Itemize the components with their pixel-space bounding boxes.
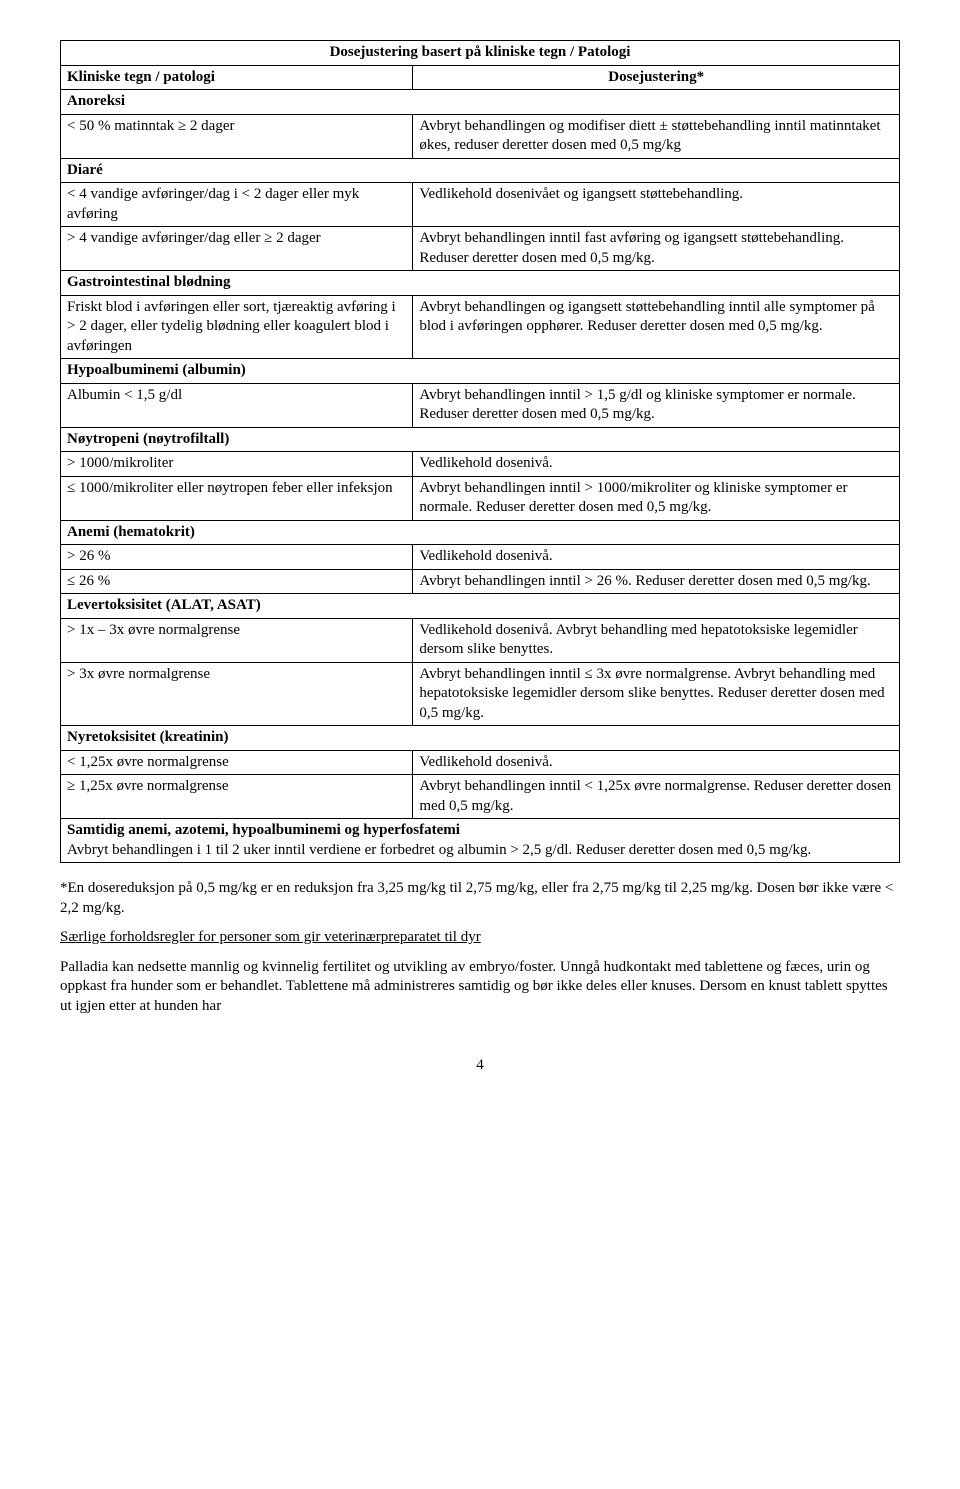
table-row: > 4 vandige avføringer/dag eller ≥ 2 dag… bbox=[61, 227, 413, 271]
table-row: < 4 vandige avføringer/dag i < 2 dager e… bbox=[61, 183, 413, 227]
section-samtidig: Samtidig anemi, azotemi, hypoalbuminemi … bbox=[61, 819, 900, 863]
table-row: Vedlikehold dosenivå. Avbryt behandling … bbox=[413, 618, 900, 662]
section-head: Nyretoksisitet (kreatinin) bbox=[67, 729, 229, 745]
precautions-title: Særlige forholdsregler for personer som … bbox=[60, 928, 900, 948]
table-row: Avbryt behandlingen inntil < 1,25x øvre … bbox=[413, 775, 900, 819]
col-header-left: Kliniske tegn / patologi bbox=[61, 65, 413, 90]
table-row: Vedlikehold dosenivå. bbox=[413, 750, 900, 775]
section-head: Levertoksisitet (ALAT, ASAT) bbox=[67, 597, 261, 613]
table-row: Vedlikehold dosenivået og igangsett støt… bbox=[413, 183, 900, 227]
table-row: Avbryt behandlingen inntil ≤ 3x øvre nor… bbox=[413, 662, 900, 726]
table-row: > 26 % bbox=[61, 545, 413, 570]
table-row: ≤ 1000/mikroliter eller nøytropen feber … bbox=[61, 476, 413, 520]
table-row: Avbryt behandlingen inntil > 1000/mikrol… bbox=[413, 476, 900, 520]
table-row: Vedlikehold dosenivå. bbox=[413, 452, 900, 477]
precautions-body: Palladia kan nedsette mannlig og kvinnel… bbox=[60, 958, 900, 1017]
dose-adjustment-table: Dosejustering basert på kliniske tegn / … bbox=[60, 40, 900, 863]
section-head: Diaré bbox=[67, 162, 103, 178]
section-noytropeni: Nøytropeni (nøytrofiltall) bbox=[61, 427, 900, 452]
section-diare: Diaré bbox=[61, 158, 900, 183]
table-row: > 1000/mikroliter bbox=[61, 452, 413, 477]
footnote-text: *En dosereduksjon på 0,5 mg/kg er en red… bbox=[60, 879, 900, 918]
section-gi: Gastrointestinal blødning bbox=[61, 271, 900, 296]
table-row: Albumin < 1,5 g/dl bbox=[61, 383, 413, 427]
section-head: Nøytropeni (nøytrofiltall) bbox=[67, 431, 229, 447]
section-head: Hypoalbuminemi (albumin) bbox=[67, 362, 246, 378]
section-head: Samtidig anemi, azotemi, hypoalbuminemi … bbox=[67, 822, 460, 838]
section-head: Anoreksi bbox=[67, 93, 125, 109]
table-row: Avbryt behandlingen inntil fast avføring… bbox=[413, 227, 900, 271]
col-header-right: Dosejustering* bbox=[413, 65, 900, 90]
table-row: > 3x øvre normalgrense bbox=[61, 662, 413, 726]
table-row: < 1,25x øvre normalgrense bbox=[61, 750, 413, 775]
section-head: Gastrointestinal blødning bbox=[67, 274, 231, 290]
table-row: ≥ 1,25x øvre normalgrense bbox=[61, 775, 413, 819]
page-number: 4 bbox=[60, 1056, 900, 1076]
table-title: Dosejustering basert på kliniske tegn / … bbox=[61, 41, 900, 66]
section-nyre: Nyretoksisitet (kreatinin) bbox=[61, 726, 900, 751]
table-row: < 50 % matinntak ≥ 2 dager bbox=[61, 114, 413, 158]
table-row: Avbryt behandlingen og igangsett støtteb… bbox=[413, 295, 900, 359]
section-hypo: Hypoalbuminemi (albumin) bbox=[61, 359, 900, 384]
table-row: Avbryt behandlingen og modifiser diett ±… bbox=[413, 114, 900, 158]
section-body: Avbryt behandlingen i 1 til 2 uker innti… bbox=[67, 842, 811, 858]
table-row: Avbryt behandlingen inntil > 26 %. Redus… bbox=[413, 569, 900, 594]
section-lever: Levertoksisitet (ALAT, ASAT) bbox=[61, 594, 900, 619]
table-row: ≤ 26 % bbox=[61, 569, 413, 594]
table-row: Vedlikehold dosenivå. bbox=[413, 545, 900, 570]
section-anoreksi: Anoreksi bbox=[61, 90, 900, 115]
table-row: Avbryt behandlingen inntil > 1,5 g/dl og… bbox=[413, 383, 900, 427]
table-row: Friskt blod i avføringen eller sort, tjæ… bbox=[61, 295, 413, 359]
section-head: Anemi (hematokrit) bbox=[67, 524, 195, 540]
table-row: > 1x – 3x øvre normalgrense bbox=[61, 618, 413, 662]
section-anemi: Anemi (hematokrit) bbox=[61, 520, 900, 545]
